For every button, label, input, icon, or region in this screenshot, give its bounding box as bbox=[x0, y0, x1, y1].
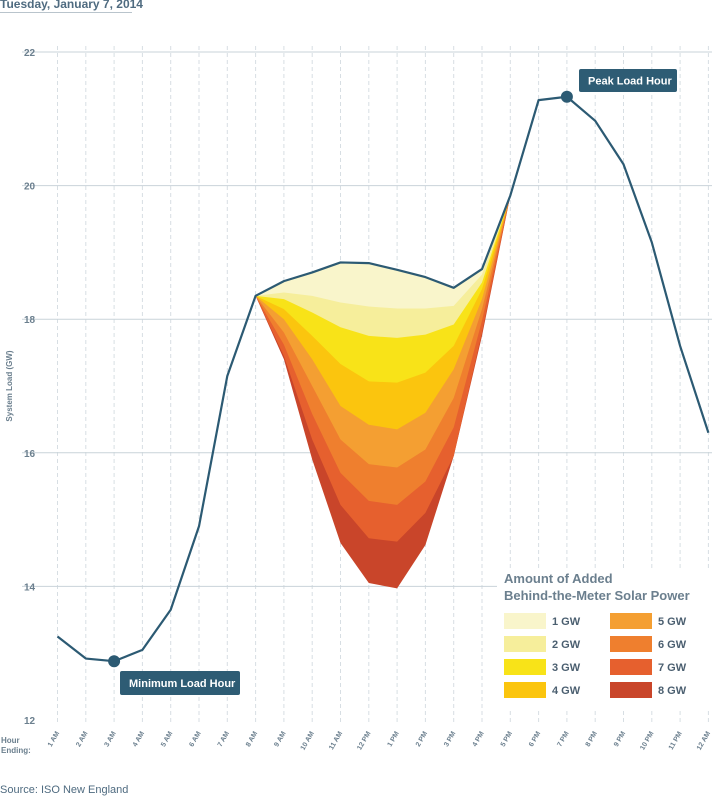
x-tick-label: 6 AM bbox=[188, 730, 202, 748]
legend-label: 7 GW bbox=[658, 662, 687, 674]
legend-swatch bbox=[610, 682, 652, 698]
x-tick-label: 9 PM bbox=[613, 730, 627, 748]
legend-swatch bbox=[610, 659, 652, 675]
x-tick-label: 7 PM bbox=[556, 730, 570, 748]
legend-swatch bbox=[504, 636, 546, 652]
x-tick-label: 12 PM bbox=[356, 730, 372, 751]
minimum-load-marker bbox=[108, 655, 121, 668]
x-tick-label: 8 AM bbox=[245, 730, 259, 748]
x-tick-label: 8 PM bbox=[585, 730, 599, 748]
minimum-load-callout-text: Minimum Load Hour bbox=[129, 678, 236, 690]
x-tick-label: 10 AM bbox=[300, 730, 316, 751]
legend-label: 3 GW bbox=[552, 662, 581, 674]
legend-label: 1 GW bbox=[552, 616, 581, 628]
x-tick-label: 9 AM bbox=[273, 730, 287, 748]
y-tick-label: 22 bbox=[24, 48, 36, 59]
legend-title-line1: Amount of Added bbox=[504, 571, 613, 586]
x-tick-label: 3 PM bbox=[443, 730, 457, 748]
minimum-load-callout-box bbox=[120, 671, 240, 695]
chart-subtitle: Tuesday, January 7, 2014 bbox=[0, 0, 143, 11]
peak-load-marker bbox=[560, 90, 573, 103]
x-tick-label: 2 AM bbox=[75, 730, 89, 748]
x-tick-label: 10 PM bbox=[639, 730, 655, 751]
legend-swatch bbox=[504, 659, 546, 675]
source-note: Source: ISO New England bbox=[0, 784, 129, 796]
y-tick-label: 12 bbox=[24, 716, 36, 727]
legend-title-line2: Behind-the-Meter Solar Power bbox=[504, 588, 690, 603]
x-tick-label: 4 AM bbox=[132, 730, 146, 748]
x-axis-title-line2: Ending: bbox=[1, 746, 31, 755]
x-tick-label: 2 PM bbox=[415, 730, 429, 748]
legend-label: 5 GW bbox=[658, 616, 687, 628]
solar-band-1gw bbox=[255, 195, 511, 309]
x-tick-label: 1 PM bbox=[387, 730, 401, 748]
y-tick-label: 16 bbox=[24, 449, 36, 460]
system-load-line bbox=[56, 95, 710, 663]
legend-label: 8 GW bbox=[658, 685, 687, 697]
y-tick-label: 14 bbox=[24, 582, 36, 593]
x-tick-label: 3 AM bbox=[104, 730, 118, 748]
legend-swatch bbox=[504, 613, 546, 629]
y-tick-label: 18 bbox=[24, 315, 36, 326]
x-tick-label: 4 PM bbox=[471, 730, 485, 748]
legend-swatch bbox=[610, 636, 652, 652]
x-tick-label: 5 AM bbox=[160, 730, 174, 748]
legend-swatch bbox=[610, 613, 652, 629]
x-tick-label: 6 PM bbox=[528, 730, 542, 748]
y-tick-label: 20 bbox=[24, 182, 36, 193]
x-tick-label: 7 AM bbox=[217, 730, 231, 748]
x-tick-label: 12 AM bbox=[696, 730, 712, 751]
legend-label: 4 GW bbox=[552, 685, 581, 697]
legend-label: 2 GW bbox=[552, 639, 581, 651]
y-axis-title: System Load (GW) bbox=[5, 350, 14, 421]
legend-label: 6 GW bbox=[658, 639, 687, 651]
x-tick-label: 5 PM bbox=[500, 730, 514, 748]
x-axis-title-line1: Hour bbox=[1, 736, 20, 745]
subtitle-rule bbox=[0, 12, 132, 13]
x-tick-label: 1 AM bbox=[47, 730, 61, 748]
peak-load-callout-text: Peak Load Hour bbox=[588, 76, 672, 88]
legend-swatch bbox=[504, 682, 546, 698]
x-tick-label: 11 AM bbox=[328, 730, 344, 751]
x-tick-label: 11 PM bbox=[668, 730, 684, 751]
peak-load-callout-box bbox=[579, 69, 677, 92]
